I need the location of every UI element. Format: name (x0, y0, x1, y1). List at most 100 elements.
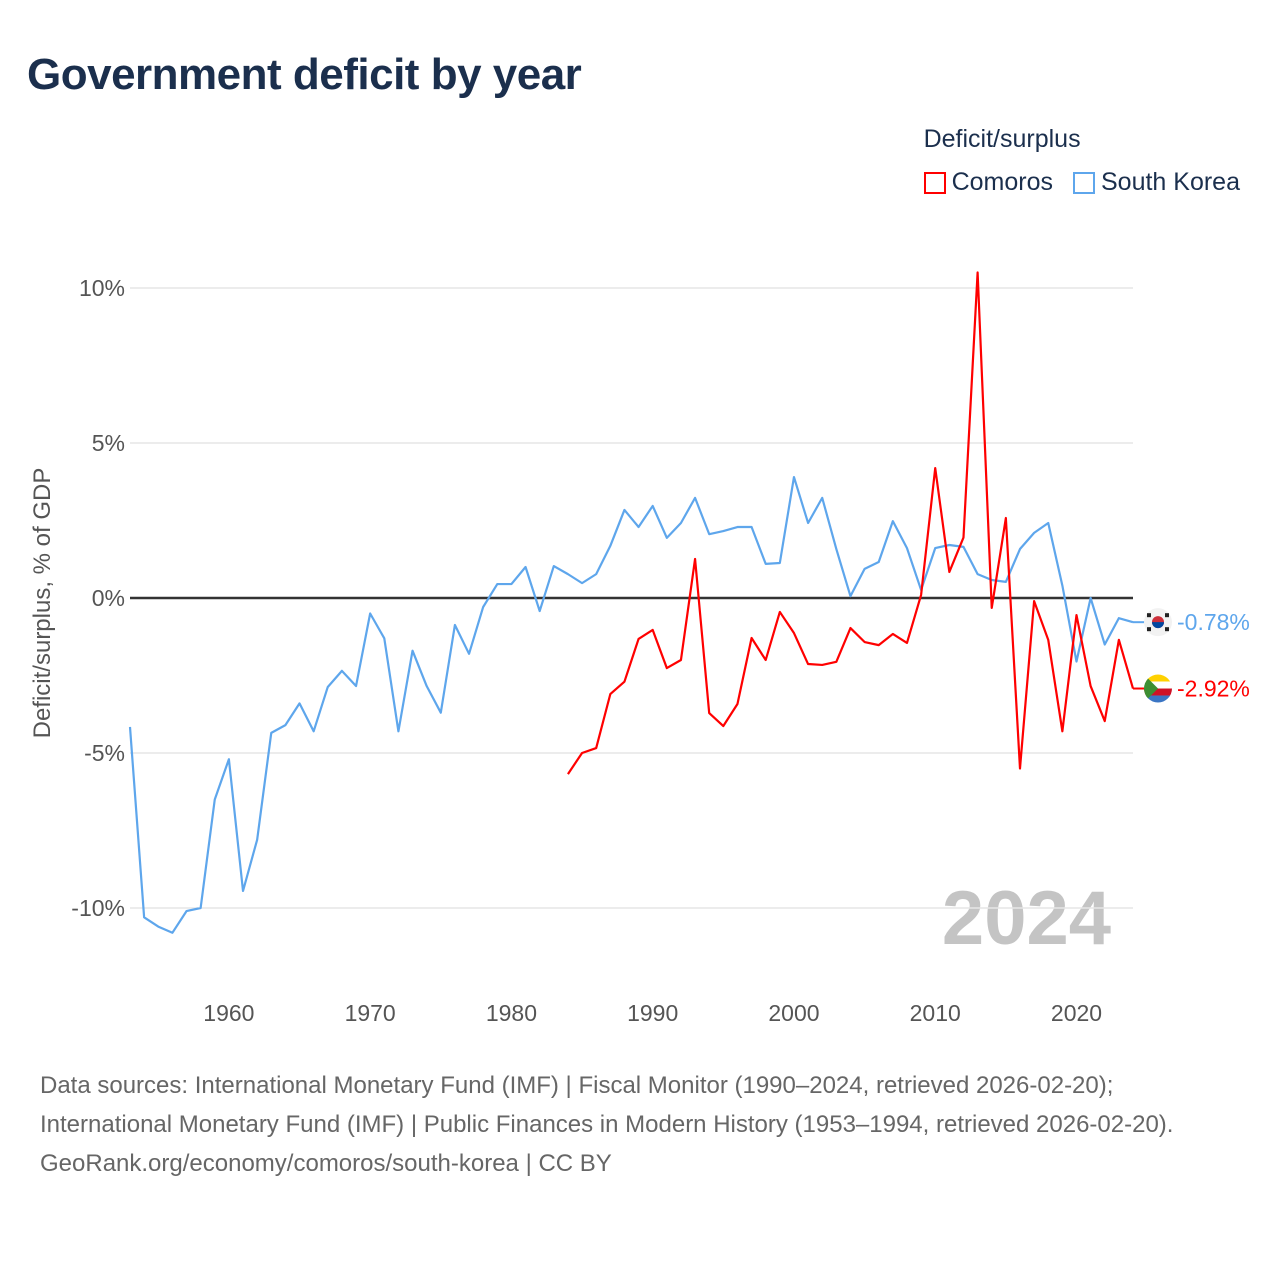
data-point-south-korea[interactable] (1113, 612, 1125, 624)
data-point-south-korea[interactable] (675, 517, 687, 529)
data-point-south-korea[interactable] (237, 885, 249, 897)
data-point-south-korea[interactable] (350, 680, 362, 692)
data-point-comoros[interactable] (703, 707, 715, 719)
data-point-south-korea[interactable] (223, 753, 235, 765)
data-point-south-korea[interactable] (788, 471, 800, 483)
data-point-comoros[interactable] (802, 658, 814, 670)
data-point-south-korea[interactable] (294, 697, 306, 709)
data-point-south-korea[interactable] (901, 542, 913, 554)
series-line-south-korea[interactable] (128, 476, 1134, 934)
data-point-south-korea[interactable] (491, 578, 503, 590)
data-point-comoros[interactable] (746, 632, 758, 644)
data-point-south-korea[interactable] (166, 927, 178, 939)
data-point-south-korea[interactable] (604, 540, 616, 552)
data-point-south-korea[interactable] (548, 560, 560, 572)
data-point-south-korea[interactable] (308, 725, 320, 737)
data-point-south-korea[interactable] (279, 719, 291, 731)
data-point-south-korea[interactable] (661, 532, 673, 544)
data-point-comoros[interactable] (788, 627, 800, 639)
data-point-south-korea[interactable] (844, 590, 856, 602)
data-point-comoros[interactable] (1070, 609, 1082, 621)
data-point-south-korea[interactable] (929, 542, 941, 554)
data-point-south-korea[interactable] (633, 521, 645, 533)
data-point-south-korea[interactable] (802, 517, 814, 529)
data-point-comoros[interactable] (830, 656, 842, 668)
data-point-south-korea[interactable] (562, 568, 574, 580)
data-point-south-korea[interactable] (1085, 592, 1097, 604)
data-point-south-korea[interactable] (209, 794, 221, 806)
data-point-comoros[interactable] (604, 688, 616, 700)
data-point-south-korea[interactable] (830, 543, 842, 555)
data-point-south-korea[interactable] (1056, 580, 1068, 592)
data-point-comoros[interactable] (717, 720, 729, 732)
data-point-south-korea[interactable] (887, 515, 899, 527)
data-point-south-korea[interactable] (195, 902, 207, 914)
data-point-south-korea[interactable] (124, 721, 136, 733)
data-point-south-korea[interactable] (421, 680, 433, 692)
series-line-comoros[interactable] (567, 271, 1135, 775)
data-point-comoros[interactable] (957, 532, 969, 544)
data-point-comoros[interactable] (929, 462, 941, 474)
data-point-south-korea[interactable] (1028, 527, 1040, 539)
data-point-south-korea[interactable] (505, 578, 517, 590)
data-point-south-korea[interactable] (251, 834, 263, 846)
data-point-south-korea[interactable] (477, 601, 489, 613)
data-point-comoros[interactable] (901, 637, 913, 649)
data-point-comoros[interactable] (618, 676, 630, 688)
data-point-comoros[interactable] (986, 602, 998, 614)
data-point-comoros[interactable] (562, 768, 574, 780)
data-point-south-korea[interactable] (322, 681, 334, 693)
data-point-comoros[interactable] (1028, 595, 1040, 607)
data-point-south-korea[interactable] (689, 492, 701, 504)
data-point-comoros[interactable] (873, 639, 885, 651)
data-point-comoros[interactable] (887, 628, 899, 640)
data-point-south-korea[interactable] (449, 619, 461, 631)
data-point-south-korea[interactable] (364, 608, 376, 620)
data-point-south-korea[interactable] (590, 568, 602, 580)
data-point-south-korea[interactable] (534, 605, 546, 617)
data-point-south-korea[interactable] (859, 563, 871, 575)
data-point-south-korea[interactable] (873, 556, 885, 568)
data-point-south-korea[interactable] (816, 492, 828, 504)
data-point-south-korea[interactable] (520, 561, 532, 573)
data-point-comoros[interactable] (1056, 725, 1068, 737)
data-point-south-korea[interactable] (181, 905, 193, 917)
data-point-comoros[interactable] (1099, 715, 1111, 727)
data-point-comoros[interactable] (1085, 680, 1097, 692)
data-point-comoros[interactable] (859, 636, 871, 648)
data-point-south-korea[interactable] (138, 911, 150, 923)
data-point-south-korea[interactable] (774, 557, 786, 569)
data-point-comoros[interactable] (972, 267, 984, 279)
data-point-south-korea[interactable] (618, 504, 630, 516)
data-point-south-korea[interactable] (647, 500, 659, 512)
data-point-comoros[interactable] (844, 622, 856, 634)
data-point-comoros[interactable] (915, 589, 927, 601)
data-point-south-korea[interactable] (435, 707, 447, 719)
legend-item-comoros[interactable]: Comoros (923, 168, 1053, 197)
data-point-south-korea[interactable] (576, 577, 588, 589)
data-point-comoros[interactable] (1014, 763, 1026, 775)
credit-link[interactable]: GeoRank.org/economy/comoros/south-korea … (40, 1150, 612, 1177)
data-point-comoros[interactable] (774, 606, 786, 618)
data-point-south-korea[interactable] (378, 632, 390, 644)
data-point-south-korea[interactable] (731, 521, 743, 533)
data-point-south-korea[interactable] (392, 725, 404, 737)
data-point-south-korea[interactable] (152, 921, 164, 933)
data-point-comoros[interactable] (760, 654, 772, 666)
data-point-comoros[interactable] (661, 662, 673, 674)
data-point-south-korea[interactable] (703, 528, 715, 540)
data-point-comoros[interactable] (731, 698, 743, 710)
data-point-south-korea[interactable] (336, 665, 348, 677)
data-point-comoros[interactable] (943, 566, 955, 578)
data-point-comoros[interactable] (675, 654, 687, 666)
data-point-south-korea[interactable] (1014, 543, 1026, 555)
data-point-south-korea[interactable] (1099, 639, 1111, 651)
data-point-comoros[interactable] (576, 747, 588, 759)
data-point-south-korea[interactable] (717, 525, 729, 537)
data-point-south-korea[interactable] (407, 645, 419, 657)
data-point-south-korea[interactable] (746, 521, 758, 533)
data-point-comoros[interactable] (1113, 634, 1125, 646)
legend-item-south-korea[interactable]: South Korea (1073, 168, 1240, 197)
data-point-comoros[interactable] (816, 659, 828, 671)
data-point-south-korea[interactable] (265, 727, 277, 739)
